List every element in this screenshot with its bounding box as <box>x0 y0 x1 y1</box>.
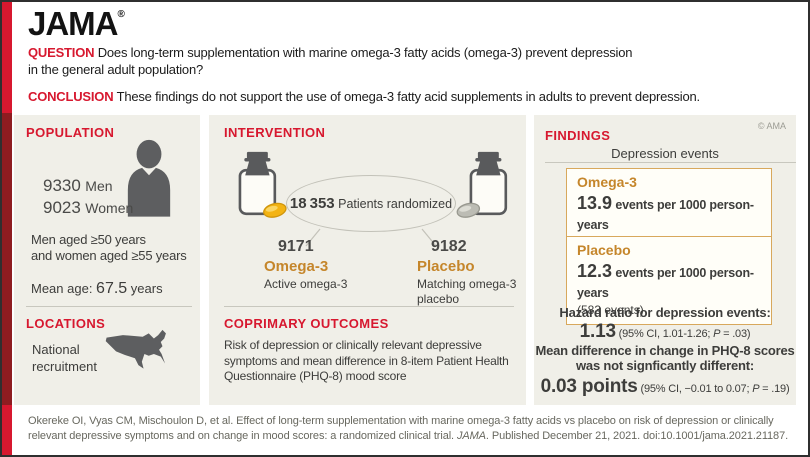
question-label: QUESTION <box>28 45 95 60</box>
ama-copyright: © AMA <box>757 121 786 131</box>
left-panel-divider <box>26 306 192 307</box>
mean-diff-ci: (95% CI, −0.01 to 0.07; P = .19) <box>637 383 790 395</box>
women-count: 9023 <box>43 198 81 217</box>
yellow-capsule-icon <box>263 202 287 218</box>
mean-diff-value: 0.03 points <box>540 376 638 397</box>
randomized-ellipse: 18 353 Patients randomized <box>286 175 456 232</box>
question-text-line1: Does long-term supplementation with mari… <box>97 45 633 60</box>
findings-divider <box>545 162 796 163</box>
population-locations-panel: POPULATION 9330 Men 9023 Women Men aged … <box>14 115 200 407</box>
omega3-result-rate-row: 13.9 events per 1000 person-years <box>577 192 761 235</box>
footer: Okereke OI, Vyas CM, Mischoulon D, et al… <box>12 405 808 455</box>
arm-placebo: 9182 Placebo Matching omega-3 placebo <box>417 237 525 307</box>
jama-logo: JAMA® <box>28 5 125 43</box>
women-count-row: 9023 Women <box>43 197 133 219</box>
placebo-result-box: Placebo 12.3 events per 1000 person-year… <box>566 236 772 325</box>
arm-omega3-desc: Active omega-3 <box>264 277 348 292</box>
population-counts: 9330 Men 9023 Women <box>43 175 133 219</box>
locations-text: National recruitment <box>32 342 97 376</box>
placebo-result-rate-row: 12.3 events per 1000 person-years <box>577 260 761 303</box>
arm-omega3: 9171 Omega-3 Active omega-3 <box>264 237 404 292</box>
mean-age: Mean age: 67.5 years <box>31 280 163 298</box>
placebo-events: (583 events) <box>577 302 644 317</box>
registered-mark: ® <box>117 9 125 20</box>
citation-journal: JAMA <box>456 430 486 443</box>
mean-age-unit: years <box>127 281 163 296</box>
intervention-title: INTERVENTION <box>224 125 326 140</box>
mean-age-value: 67.5 <box>96 280 128 297</box>
mean-age-label: Mean age: <box>31 281 97 296</box>
question-block: QUESTION Does long-term supplementation … <box>28 45 632 79</box>
arm-omega3-count: 9171 <box>278 238 314 255</box>
findings-title: FINDINGS <box>545 128 611 143</box>
age-criteria-line2: and women aged ≥55 years <box>31 248 187 264</box>
outcomes-text: Risk of depression or clinically relevan… <box>224 338 509 384</box>
arm-omega3-name: Omega-3 <box>264 258 329 276</box>
p-value-label: P <box>713 328 721 340</box>
placebo-rate: 12.3 <box>577 260 613 281</box>
findings-subtitle: Depression events <box>611 146 719 161</box>
men-label: Men <box>85 178 113 194</box>
mean-diff-label-line2: was not signficantly different: <box>576 357 754 373</box>
arm-placebo-name: Placebo <box>417 258 475 276</box>
mean-diff-value-row: 0.03 points (95% CI, −0.01 to 0.07; P = … <box>534 376 796 398</box>
findings-panel: © AMA FINDINGS Depression events Omega-3… <box>534 115 796 407</box>
mean-diff-label: Mean difference in change in PHQ-8 score… <box>534 343 796 374</box>
omega3-rate-unit: events per 1000 person-years <box>577 197 754 232</box>
hazard-ratio-ci: (95% CI, 1.01-1.26; P = .03) <box>615 328 751 340</box>
mean-diff-label-line1: Mean difference in change in PHQ-8 score… <box>535 343 795 358</box>
citation-pre: Okereke OI, Vyas CM, Mischoulon D, et al… <box>28 415 774 443</box>
hazard-ratio-value-row: 1.13 (95% CI, 1.01-1.26; P = .03) <box>534 321 796 343</box>
placebo-rate-unit: events per 1000 person-years <box>577 265 754 300</box>
omega3-rate: 13.9 <box>577 192 613 213</box>
mid-panel-divider <box>224 306 514 307</box>
citation-post: . Published December 21, 2021. doi:10.10… <box>485 430 789 443</box>
women-label: Women <box>85 200 134 216</box>
hazard-ratio-label: Hazard ratio for depression events: <box>559 305 771 320</box>
omega3-bottle-icon <box>238 151 287 218</box>
placebo-bottle-icon <box>456 151 508 218</box>
question-text-line2: in the general adult population? <box>28 61 204 77</box>
gray-capsule-icon <box>456 202 481 218</box>
randomized-text: 18 353 Patients randomized <box>290 195 452 213</box>
men-count-row: 9330 Men <box>43 175 133 197</box>
conclusion-label: CONCLUSION <box>28 89 114 104</box>
conclusion-block: CONCLUSION These findings do not support… <box>28 89 700 104</box>
p-value-label: P <box>752 383 760 395</box>
age-criteria-line1: Men aged ≥50 years <box>31 232 146 247</box>
men-count: 9330 <box>43 176 81 195</box>
age-criteria: Men aged ≥50 years and women aged ≥55 ye… <box>31 232 187 265</box>
arm-placebo-desc: Matching omega-3 placebo <box>417 277 517 307</box>
hazard-ratio-value: 1.13 <box>579 321 616 342</box>
locations-line1: National <box>32 342 80 357</box>
placebo-result-name: Placebo <box>577 242 631 258</box>
left-accent-bar <box>2 2 12 455</box>
locations-title: LOCATIONS <box>26 316 106 331</box>
omega3-result-name: Omega-3 <box>577 174 637 190</box>
conclusion-text: These findings do not support the use of… <box>116 89 701 104</box>
citation: Okereke OI, Vyas CM, Mischoulon D, et al… <box>28 414 794 444</box>
usa-map-icon <box>105 329 166 369</box>
intervention-panel: INTERVENTION 18 353 Patients randomized <box>209 115 526 407</box>
randomized-label: Patients randomized <box>334 196 453 211</box>
person-icon <box>127 139 171 217</box>
population-title: POPULATION <box>26 125 115 140</box>
arm-placebo-count: 9182 <box>431 238 467 255</box>
randomized-count: 18 353 <box>289 194 335 212</box>
outcomes-title: COPRIMARY OUTCOMES <box>224 316 389 331</box>
header: JAMA® QUESTION Does long-term supplement… <box>12 2 808 115</box>
locations-line2: recruitment <box>32 358 98 374</box>
jama-logo-text: JAMA <box>28 5 119 42</box>
